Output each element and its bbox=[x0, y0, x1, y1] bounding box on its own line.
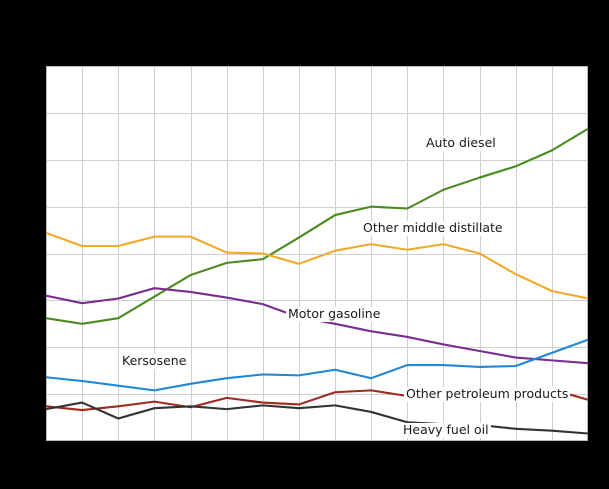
chart-gridlines bbox=[46, 66, 588, 441]
series-label-heavy-fuel-oil: Heavy fuel oil bbox=[401, 422, 491, 438]
series-label-motor-gasoline: Motor gasoline bbox=[286, 306, 383, 322]
series-label-kersosene: Kersosene bbox=[120, 353, 189, 369]
series-label-other-petroleum-products: Other petroleum products bbox=[404, 386, 571, 402]
series-label-auto-diesel: Auto diesel bbox=[424, 135, 498, 151]
plot-border bbox=[46, 66, 588, 441]
plot-area bbox=[46, 66, 588, 441]
series-label-other-middle-distillate: Other middle distillate bbox=[361, 220, 505, 236]
